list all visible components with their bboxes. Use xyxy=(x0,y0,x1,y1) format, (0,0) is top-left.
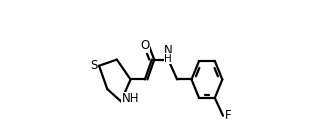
Text: O: O xyxy=(140,39,149,52)
Text: NH: NH xyxy=(122,92,140,105)
Text: S: S xyxy=(90,59,97,72)
Text: F: F xyxy=(225,109,231,122)
Text: H: H xyxy=(164,54,172,64)
Text: N: N xyxy=(164,44,172,57)
